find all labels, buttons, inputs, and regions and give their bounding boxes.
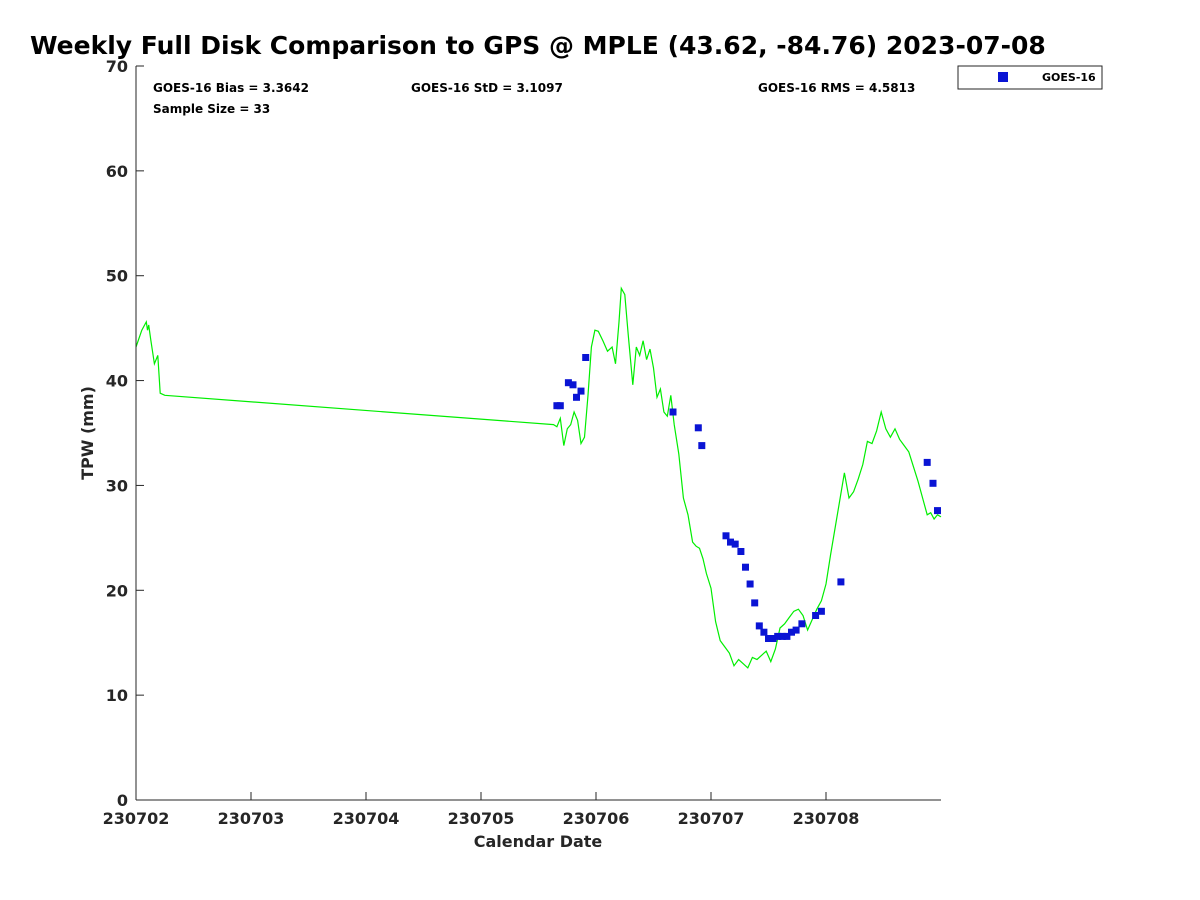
plot-background bbox=[136, 66, 941, 800]
goes-16-point bbox=[760, 628, 768, 636]
legend-marker bbox=[998, 72, 1008, 82]
goes-16-point bbox=[812, 612, 820, 619]
y-tick-label: 40 bbox=[106, 372, 128, 391]
goes-16-point bbox=[669, 408, 677, 416]
goes-16-point bbox=[556, 402, 564, 410]
x-tick-label: 230707 bbox=[678, 809, 745, 828]
legend: GOES-16 bbox=[957, 65, 1103, 90]
y-tick-label: 20 bbox=[106, 581, 128, 600]
y-tick-label: 30 bbox=[106, 476, 128, 495]
goes-16-point bbox=[774, 632, 782, 640]
rms-stat: GOES-16 RMS = 4.5813 bbox=[758, 81, 915, 95]
goes-16-point bbox=[798, 620, 806, 628]
goes-16-point bbox=[837, 578, 845, 586]
goes-16-point bbox=[788, 628, 795, 636]
gps-tpw-line bbox=[135, 286, 942, 669]
x-tick-label: 230705 bbox=[448, 809, 515, 828]
legend-label: GOES-16 bbox=[1042, 71, 1096, 84]
bias-stat: GOES-16 Bias = 3.3642 bbox=[153, 81, 309, 95]
goes-16-point bbox=[564, 379, 572, 387]
x-axis-ticks: 230702 230703 230704 230705 230706 230707 2307… bbox=[103, 792, 860, 828]
goes-16-point bbox=[737, 548, 745, 555]
goes-16-point bbox=[929, 479, 937, 487]
y-tick-label: 10 bbox=[106, 686, 128, 705]
goes-16-point bbox=[694, 424, 702, 432]
goes-16-point bbox=[722, 532, 730, 540]
chart-title: Weekly Full Disk Comparison to GPS @ MPL… bbox=[30, 31, 1046, 60]
y-tick-label: 0 bbox=[117, 791, 128, 810]
goes-16-point bbox=[769, 635, 777, 642]
goes-16-point bbox=[934, 507, 941, 515]
goes-16-point bbox=[698, 442, 706, 450]
std-stat: GOES-16 StD = 3.1097 bbox=[411, 81, 563, 95]
goes-16-point bbox=[742, 563, 749, 571]
x-tick-label: 230706 bbox=[563, 809, 630, 828]
goes-16-point bbox=[573, 393, 580, 401]
goes-16-series bbox=[553, 354, 941, 642]
gps-series bbox=[135, 286, 942, 669]
legend-box bbox=[957, 65, 1103, 90]
x-tick-label: 230708 bbox=[793, 809, 860, 828]
y-tick-label: 70 bbox=[106, 57, 128, 76]
goes-16-point bbox=[582, 354, 590, 361]
y-axis-ticks: 0 10 20 30 40 50 60 70 bbox=[106, 57, 144, 810]
x-tick-label: 230703 bbox=[218, 809, 285, 828]
goes-16-point bbox=[751, 599, 759, 607]
goes-16-point bbox=[765, 635, 772, 642]
goes-16-point bbox=[817, 607, 825, 615]
x-axis-label: Calendar Date bbox=[474, 832, 603, 851]
goes-16-point bbox=[792, 626, 800, 634]
y-axis-label: TPW (mm) bbox=[78, 386, 97, 480]
axes bbox=[135, 66, 941, 801]
goes-16-point bbox=[569, 381, 577, 389]
goes-16-point bbox=[727, 538, 734, 546]
x-tick-label: 230702 bbox=[103, 809, 170, 828]
plot-area bbox=[136, 66, 941, 800]
goes-16-point bbox=[731, 540, 739, 548]
goes-16-point bbox=[746, 580, 754, 588]
goes-16-point bbox=[923, 458, 931, 466]
goes-16-point bbox=[755, 622, 763, 630]
y-tick-label: 50 bbox=[106, 267, 128, 286]
goes-16-point bbox=[783, 632, 791, 640]
sample-size-stat: Sample Size = 33 bbox=[153, 102, 270, 116]
goes-16-point bbox=[778, 632, 786, 640]
x-tick-label: 230704 bbox=[333, 809, 400, 828]
y-tick-label: 60 bbox=[106, 162, 128, 181]
goes-16-point bbox=[577, 387, 585, 395]
